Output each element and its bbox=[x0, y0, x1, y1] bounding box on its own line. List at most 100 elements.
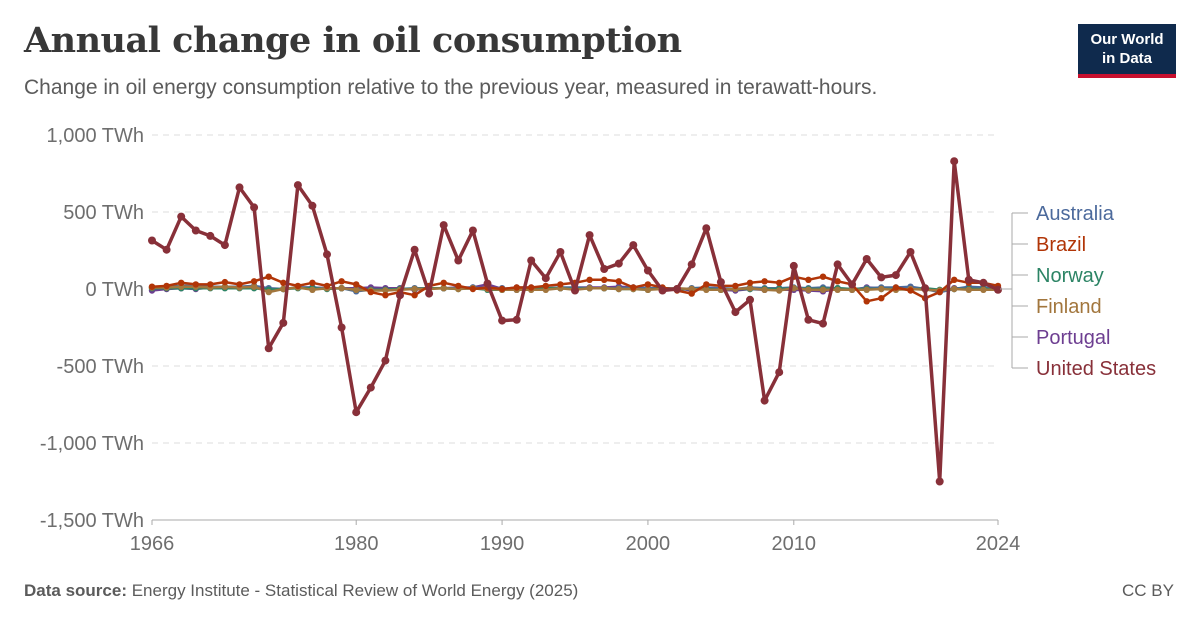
data-point bbox=[878, 285, 885, 293]
data-point bbox=[382, 287, 389, 294]
data-point bbox=[658, 286, 667, 295]
data-source-text[interactable]: Energy Institute - Statistical Review of… bbox=[126, 581, 579, 600]
data-point bbox=[338, 285, 345, 292]
x-tick-label: 2024 bbox=[976, 533, 1021, 555]
data-point bbox=[148, 283, 156, 290]
data-point bbox=[746, 279, 754, 286]
data-point bbox=[454, 256, 463, 265]
data-point bbox=[688, 290, 695, 297]
data-point bbox=[206, 231, 215, 240]
data-point bbox=[410, 245, 419, 254]
data-point bbox=[411, 285, 418, 293]
data-source-label: Data source: bbox=[24, 581, 127, 600]
license-link[interactable]: CC BY bbox=[1122, 581, 1174, 600]
data-point bbox=[834, 278, 841, 285]
y-tick-label: 1,000 TWh bbox=[47, 125, 144, 147]
data-point bbox=[936, 288, 943, 296]
chart-subtitle: Change in oil energy consumption relativ… bbox=[24, 76, 878, 99]
y-tick-label: -1,000 TWh bbox=[40, 433, 144, 455]
data-point bbox=[309, 286, 316, 293]
data-point bbox=[848, 286, 856, 293]
data-point bbox=[483, 279, 492, 288]
data-point bbox=[950, 157, 959, 166]
data-point bbox=[512, 315, 521, 324]
data-point bbox=[250, 283, 258, 290]
data-point bbox=[601, 285, 608, 292]
data-point bbox=[586, 285, 593, 292]
data-point bbox=[776, 279, 783, 286]
data-point bbox=[440, 279, 447, 286]
logo-line-2: in Data bbox=[1101, 50, 1152, 67]
data-point bbox=[980, 286, 987, 293]
y-tick-label: -1,500 TWh bbox=[40, 510, 144, 532]
data-point bbox=[265, 273, 272, 280]
data-point bbox=[541, 274, 550, 283]
data-point bbox=[760, 396, 769, 405]
data-point bbox=[191, 226, 200, 235]
data-point bbox=[848, 280, 857, 289]
data-point bbox=[586, 276, 593, 283]
data-point bbox=[994, 285, 1002, 294]
data-point bbox=[702, 224, 711, 233]
data-point bbox=[352, 408, 361, 417]
data-point bbox=[805, 286, 812, 293]
data-point bbox=[542, 282, 549, 290]
data-point bbox=[863, 286, 870, 293]
data-point bbox=[293, 181, 302, 190]
y-axis-ticks: 1,000 TWh 500 TWh 0 TWh -500 TWh -1,000 TWh -… bbox=[40, 125, 144, 532]
data-point bbox=[163, 282, 170, 290]
data-point bbox=[498, 316, 507, 325]
data-point bbox=[687, 260, 696, 269]
data-point bbox=[906, 248, 915, 256]
data-point bbox=[353, 286, 360, 293]
data-point bbox=[703, 281, 710, 288]
series-united-states bbox=[148, 157, 1002, 486]
data-point bbox=[789, 261, 798, 270]
legend-item-norway[interactable]: Norway bbox=[1036, 265, 1104, 287]
data-point bbox=[468, 226, 477, 235]
data-point bbox=[192, 281, 199, 288]
data-point bbox=[571, 286, 579, 295]
data-point bbox=[688, 285, 695, 293]
data-point bbox=[601, 276, 608, 283]
owid-logo[interactable]: Our World in Data bbox=[1078, 24, 1176, 78]
data-point bbox=[527, 256, 536, 265]
data-point bbox=[614, 259, 623, 268]
logo-line-1: Our World bbox=[1090, 31, 1164, 48]
data-point bbox=[440, 285, 447, 292]
data-point bbox=[965, 286, 972, 293]
data-point bbox=[337, 323, 346, 332]
legend-item-finland[interactable]: Finland bbox=[1036, 296, 1102, 318]
data-point bbox=[673, 285, 682, 293]
legend-item-united-states[interactable]: United States bbox=[1036, 358, 1156, 380]
series-lines bbox=[148, 157, 1002, 486]
data-point bbox=[805, 276, 812, 283]
data-point bbox=[703, 286, 710, 293]
data-point bbox=[338, 278, 345, 285]
data-point bbox=[761, 286, 768, 293]
data-point bbox=[644, 281, 652, 288]
data-point bbox=[439, 221, 448, 230]
data-point bbox=[308, 201, 317, 210]
data-point bbox=[353, 281, 360, 288]
data-point bbox=[455, 282, 462, 290]
legend-item-portugal[interactable]: Portugal bbox=[1036, 327, 1111, 349]
chart-title: Annual change in oil consumption bbox=[24, 20, 682, 61]
legend-item-australia[interactable]: Australia bbox=[1036, 203, 1115, 225]
data-point bbox=[279, 318, 288, 327]
data-point bbox=[615, 278, 622, 285]
data-point bbox=[716, 278, 725, 287]
data-point bbox=[366, 383, 375, 392]
data-point bbox=[528, 284, 535, 291]
y-tick-label: -500 TWh bbox=[57, 356, 144, 378]
data-point bbox=[746, 295, 754, 304]
data-point bbox=[615, 285, 622, 293]
x-tick-label: 1980 bbox=[334, 533, 379, 555]
legend-item-brazil[interactable]: Brazil bbox=[1036, 234, 1086, 256]
data-point bbox=[819, 319, 827, 328]
data-point bbox=[382, 292, 389, 299]
data-point bbox=[951, 276, 958, 283]
data-point bbox=[177, 212, 186, 221]
data-point bbox=[162, 245, 171, 254]
x-tick-label: 2010 bbox=[772, 533, 817, 555]
